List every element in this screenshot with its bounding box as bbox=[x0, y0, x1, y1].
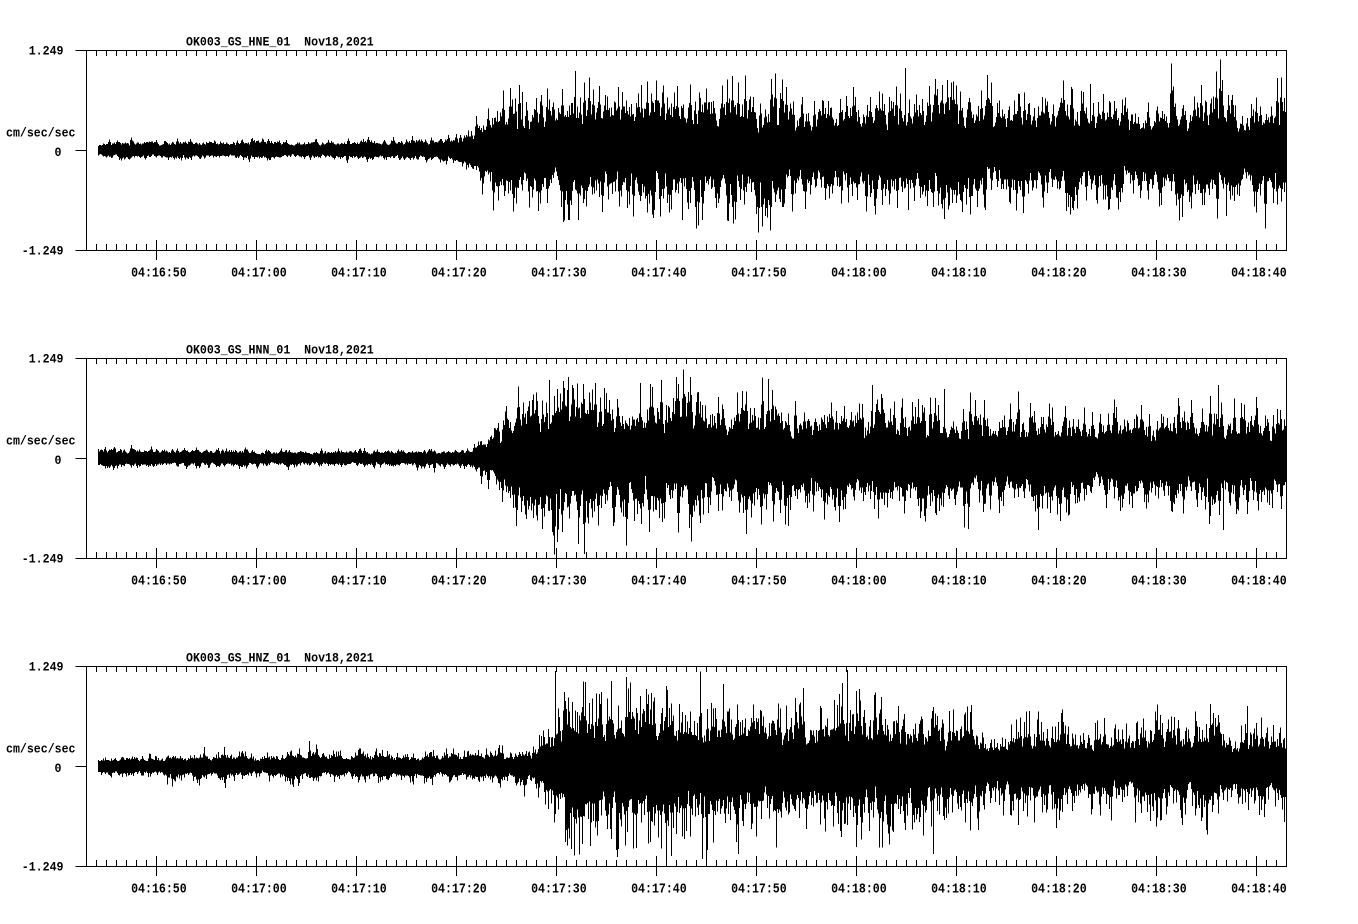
svg-text:1.249: 1.249 bbox=[29, 352, 64, 367]
svg-text:1.249: 1.249 bbox=[29, 44, 64, 59]
svg-text:04:16:50: 04:16:50 bbox=[131, 573, 187, 589]
svg-text:04:18:10: 04:18:10 bbox=[931, 573, 987, 589]
svg-text:04:18:20: 04:18:20 bbox=[1031, 573, 1087, 589]
svg-text:04:17:20: 04:17:20 bbox=[431, 573, 487, 589]
svg-text:04:18:10: 04:18:10 bbox=[931, 881, 987, 897]
svg-text:04:18:30: 04:18:30 bbox=[1131, 881, 1187, 897]
svg-text:-1.249: -1.249 bbox=[22, 860, 64, 875]
svg-text:04:16:50: 04:16:50 bbox=[131, 265, 187, 281]
svg-text:cm/sec/sec: cm/sec/sec bbox=[6, 126, 76, 141]
svg-text:04:18:00: 04:18:00 bbox=[831, 265, 887, 281]
svg-text:04:17:50: 04:17:50 bbox=[731, 881, 787, 897]
svg-text:-1.249: -1.249 bbox=[22, 552, 64, 567]
svg-text:OK003_GS_HNN_01 Nov18,2021: OK003_GS_HNN_01 Nov18,2021 bbox=[186, 343, 374, 358]
svg-text:04:18:40: 04:18:40 bbox=[1231, 265, 1287, 281]
svg-text:04:17:20: 04:17:20 bbox=[431, 881, 487, 897]
svg-text:04:18:00: 04:18:00 bbox=[831, 573, 887, 589]
svg-text:cm/sec/sec: cm/sec/sec bbox=[6, 742, 76, 757]
svg-text:0: 0 bbox=[55, 762, 62, 777]
svg-text:cm/sec/sec: cm/sec/sec bbox=[6, 434, 76, 449]
svg-text:0: 0 bbox=[55, 454, 62, 469]
svg-text:04:17:00: 04:17:00 bbox=[231, 573, 287, 589]
svg-text:04:17:40: 04:17:40 bbox=[631, 265, 687, 281]
svg-text:04:17:30: 04:17:30 bbox=[531, 881, 587, 897]
svg-text:04:17:50: 04:17:50 bbox=[731, 265, 787, 281]
svg-text:04:17:10: 04:17:10 bbox=[331, 265, 387, 281]
svg-text:04:18:30: 04:18:30 bbox=[1131, 265, 1187, 281]
svg-text:04:18:40: 04:18:40 bbox=[1231, 573, 1287, 589]
svg-text:1.249: 1.249 bbox=[29, 660, 64, 675]
svg-text:0: 0 bbox=[55, 146, 62, 161]
svg-text:04:18:00: 04:18:00 bbox=[831, 881, 887, 897]
svg-text:04:18:10: 04:18:10 bbox=[931, 265, 987, 281]
svg-text:OK003_GS_HNZ_01 Nov18,2021: OK003_GS_HNZ_01 Nov18,2021 bbox=[186, 651, 374, 666]
svg-text:04:18:20: 04:18:20 bbox=[1031, 881, 1087, 897]
svg-text:04:17:00: 04:17:00 bbox=[231, 265, 287, 281]
svg-text:04:17:40: 04:17:40 bbox=[631, 881, 687, 897]
svg-text:04:17:00: 04:17:00 bbox=[231, 881, 287, 897]
svg-text:04:16:50: 04:16:50 bbox=[131, 881, 187, 897]
svg-text:04:17:10: 04:17:10 bbox=[331, 881, 387, 897]
svg-text:04:17:30: 04:17:30 bbox=[531, 573, 587, 589]
svg-text:04:17:10: 04:17:10 bbox=[331, 573, 387, 589]
svg-text:04:17:50: 04:17:50 bbox=[731, 573, 787, 589]
svg-text:04:18:20: 04:18:20 bbox=[1031, 265, 1087, 281]
svg-text:-1.249: -1.249 bbox=[22, 244, 64, 259]
svg-text:04:17:20: 04:17:20 bbox=[431, 265, 487, 281]
svg-text:04:17:40: 04:17:40 bbox=[631, 573, 687, 589]
svg-text:04:18:30: 04:18:30 bbox=[1131, 573, 1187, 589]
svg-text:OK003_GS_HNE_01 Nov18,2021: OK003_GS_HNE_01 Nov18,2021 bbox=[186, 35, 374, 50]
svg-text:04:18:40: 04:18:40 bbox=[1231, 881, 1287, 897]
svg-text:04:17:30: 04:17:30 bbox=[531, 265, 587, 281]
